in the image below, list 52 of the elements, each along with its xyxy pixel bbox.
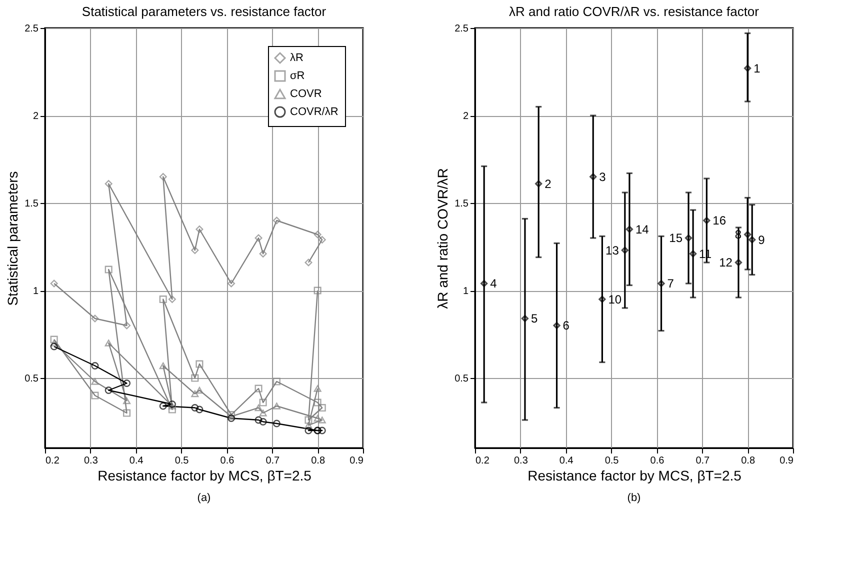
x-tick-label: 0.9: [350, 456, 364, 466]
annotation: 5: [530, 312, 538, 326]
x-axis-title: Resistance factor by MCS, βT=2.5: [528, 468, 742, 484]
annotation: 2: [544, 176, 552, 191]
annotation: 4: [490, 276, 498, 290]
x-tick-label: 0.4: [129, 456, 144, 466]
annotation: 9: [758, 232, 766, 247]
y-tick-label: 2: [462, 111, 469, 122]
x-tick-label: 0.5: [604, 456, 620, 466]
y-tick-label: 2: [32, 111, 39, 122]
y-tick-label: 1.5: [24, 198, 39, 210]
y-tick-label: 0.5: [24, 374, 39, 384]
legend-label: COVR/λR: [290, 106, 338, 118]
x-tick-label: 0.8: [311, 456, 326, 466]
x-tick-label: 0.3: [84, 456, 98, 466]
y-axis-title: Statistical parameters: [4, 171, 21, 306]
legend-label: COVR: [290, 88, 322, 100]
x-axis-title: Resistance factor by MCS, βT=2.5: [98, 468, 312, 484]
annotation: 15: [669, 231, 683, 245]
y-tick-label: 2.5: [24, 24, 39, 34]
x-tick-label: 0.3: [514, 456, 528, 466]
annotation: 16: [712, 214, 726, 228]
annotation: 12: [719, 256, 733, 270]
annotation: 1: [754, 61, 761, 76]
x-tick-label: 0.9: [780, 456, 794, 466]
annotation: 3: [599, 170, 606, 184]
y-tick-label: 1: [32, 286, 39, 297]
x-tick-label: 0.6: [220, 456, 235, 466]
y-tick-label: 1.5: [454, 198, 469, 210]
annotation: 7: [667, 276, 674, 290]
legend-label: σR: [290, 70, 305, 82]
y-axis-title: λR and ratio COVR/λR: [434, 168, 451, 309]
text: (a): [197, 492, 211, 504]
text: (b): [627, 492, 641, 504]
annotation: 13: [606, 243, 620, 258]
annotation: 14: [635, 222, 650, 236]
annotation: 10: [608, 292, 622, 306]
x-tick-label: 0.2: [476, 456, 490, 466]
y-tick-label: 2.5: [454, 24, 469, 34]
x-tick-label: 0.8: [741, 456, 756, 466]
chart-title: λR and ratio COVR/λR vs. resistance factor: [509, 4, 760, 19]
legend-label: λR: [290, 52, 304, 64]
x-tick-label: 0.6: [650, 456, 665, 466]
annotation: 6: [562, 318, 570, 332]
y-tick-label: 1: [462, 286, 469, 297]
x-tick-label: 0.2: [46, 456, 60, 466]
x-tick-label: 0.7: [696, 456, 710, 466]
chart-title: Statistical parameters vs. resistance factor: [82, 4, 327, 19]
y-tick-label: 0.5: [454, 374, 469, 384]
x-tick-label: 0.5: [174, 456, 190, 466]
x-tick-label: 0.4: [559, 456, 574, 466]
x-tick-label: 0.7: [266, 456, 280, 466]
